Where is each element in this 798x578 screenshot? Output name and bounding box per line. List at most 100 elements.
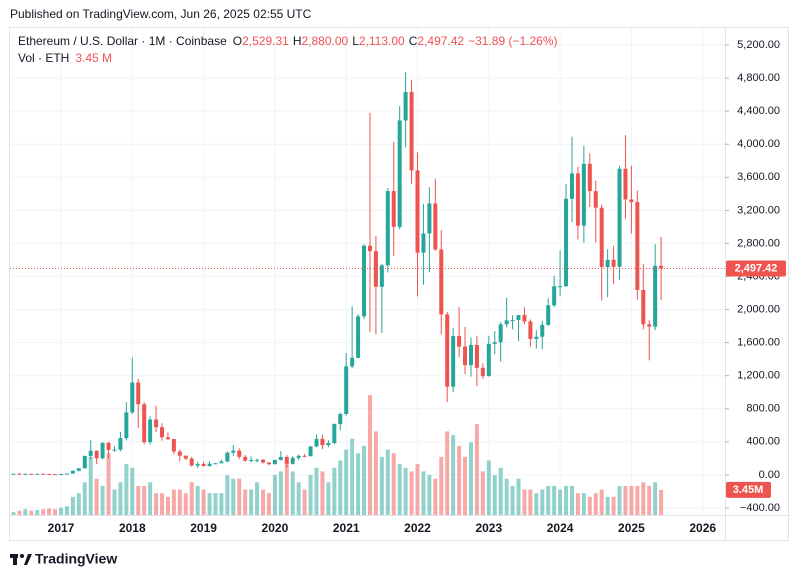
candle-body [391, 191, 396, 227]
candle-body [213, 463, 218, 465]
candle-body [629, 199, 634, 203]
volume-bar [546, 485, 551, 515]
volume-bar [385, 449, 390, 515]
volume-bar [35, 509, 40, 515]
candle-body [308, 446, 313, 457]
legend-letter: O [233, 34, 242, 48]
volume-bar [564, 485, 569, 515]
volume-bar [82, 482, 87, 515]
volume-bar [53, 509, 58, 515]
candle-body [261, 459, 266, 463]
volume-bar [540, 489, 545, 515]
y-tick-label: 4,000.00 [737, 138, 780, 150]
candle-body [136, 382, 141, 405]
candle-body [225, 452, 230, 462]
candle-body [552, 286, 557, 306]
last-volume-label: 3.45M [733, 484, 764, 496]
volume-bar [59, 507, 63, 515]
candle-body [540, 324, 545, 337]
volume-bar [320, 471, 325, 515]
candle-body [623, 168, 628, 200]
volume-bar [528, 489, 533, 515]
x-tick-label: 2020 [262, 521, 289, 535]
volume-bar [76, 493, 81, 515]
volume-name: Vol · ETH [18, 51, 69, 65]
x-tick-label: 2022 [404, 521, 431, 535]
candle-body [367, 245, 372, 252]
candle-body [409, 91, 414, 171]
candle-body [575, 173, 580, 226]
candle-body [106, 442, 111, 450]
legend-letter: L [352, 34, 359, 48]
volume-bar [552, 485, 557, 515]
candle-body [278, 456, 283, 461]
volume-bar [255, 482, 260, 515]
volume-bar [373, 431, 378, 515]
candle-body [480, 367, 485, 377]
candle-body [296, 455, 301, 458]
candle-body [635, 202, 640, 290]
candle-body [124, 412, 129, 439]
volume-bar [41, 509, 46, 515]
volume-bar [11, 512, 16, 515]
candle-body [130, 382, 135, 413]
candle-body [302, 455, 307, 457]
volume-bar [617, 485, 622, 515]
volume-bar [433, 478, 438, 515]
candle-body [326, 442, 331, 446]
volume-bar [457, 445, 462, 515]
candle-body [397, 120, 402, 227]
candle-body [504, 320, 509, 325]
candle-body [516, 315, 521, 320]
volume-bar [243, 489, 248, 515]
volume-bar [350, 438, 355, 515]
candle-body [373, 251, 378, 287]
volume-bar [510, 485, 515, 515]
legend-line: Ethereum / U.S. Dollar · 1M · Coinbase O 2… [18, 34, 558, 48]
candle-body [88, 450, 93, 456]
x-tick-label: 2023 [475, 521, 502, 535]
x-tick-label: 2024 [547, 521, 574, 535]
candle-body [100, 442, 105, 459]
volume-bar [415, 464, 420, 515]
volume-bar [569, 485, 574, 515]
volume-bars [11, 395, 664, 515]
volume-bar [278, 471, 283, 515]
brand-name: TradingView [35, 551, 117, 567]
volume-bar [70, 496, 75, 515]
x-tick-label: 2026 [689, 521, 716, 535]
candle-body [534, 336, 539, 339]
volume-bar [575, 493, 580, 515]
candle-body [177, 451, 182, 456]
volume-legend: Vol · ETH 3.45 M [18, 51, 112, 65]
candle-body [457, 336, 462, 347]
candle-body [403, 91, 408, 121]
volume-bar [445, 431, 450, 515]
volume-bar [302, 489, 307, 515]
volume-bar [587, 496, 592, 515]
volume-bar [641, 482, 646, 515]
legend-value: 2,497.42 [417, 34, 464, 48]
volume-bar [165, 496, 170, 515]
candle-body [558, 286, 563, 288]
volume-bar [379, 456, 384, 515]
brand-logo [10, 554, 32, 565]
candle-body [266, 462, 271, 465]
candle-body [338, 413, 343, 425]
candle-body [219, 461, 224, 464]
candle-body [439, 249, 444, 315]
candle-body [492, 342, 497, 344]
volume-bar [367, 395, 372, 515]
volume-bar [177, 489, 182, 515]
candle-body [272, 460, 277, 465]
volume-bar [189, 482, 194, 515]
candle-body [237, 450, 242, 457]
volume-bar [403, 467, 408, 515]
legend-symbol: Ethereum / U.S. Dollar · 1M · Coinbase [18, 34, 227, 48]
candle-body [17, 473, 22, 475]
candle-body [11, 473, 16, 475]
candle-body [112, 449, 117, 451]
y-tick-label: −400.00 [740, 502, 780, 514]
volume-bar [611, 496, 616, 515]
x-tick-label: 2018 [119, 521, 146, 535]
